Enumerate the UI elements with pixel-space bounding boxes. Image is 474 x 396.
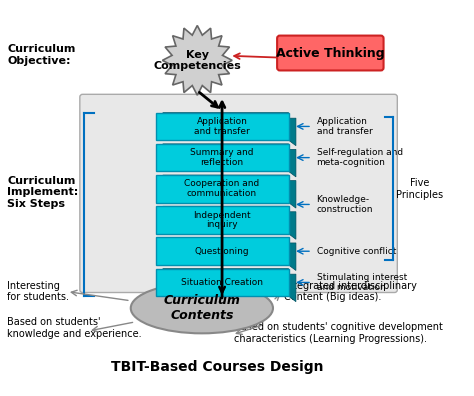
Polygon shape <box>155 144 289 171</box>
Text: Interesting
for students.: Interesting for students. <box>7 281 69 303</box>
Text: Summary and
reflection: Summary and reflection <box>190 148 254 167</box>
Text: Based on students'
knowledge and experience.: Based on students' knowledge and experie… <box>7 318 142 339</box>
Text: TBIT-Based Courses Design: TBIT-Based Courses Design <box>111 360 324 374</box>
Text: Self-regulation and
meta-cognition: Self-regulation and meta-cognition <box>317 148 403 168</box>
Polygon shape <box>155 113 289 140</box>
Text: Questioning: Questioning <box>195 247 249 256</box>
Text: Application
and transfer: Application and transfer <box>194 117 250 136</box>
Text: Independent
inquiry: Independent inquiry <box>193 211 251 229</box>
Text: Knowledge-
construction: Knowledge- construction <box>317 195 373 214</box>
Polygon shape <box>163 113 296 146</box>
Polygon shape <box>163 25 232 95</box>
Text: Five
Principles: Five Principles <box>396 178 444 200</box>
Text: Key
Competencies: Key Competencies <box>154 50 241 71</box>
Text: Curriculum
Contents: Curriculum Contents <box>164 294 240 322</box>
FancyBboxPatch shape <box>80 94 397 293</box>
Text: Cognitive conflict: Cognitive conflict <box>317 247 396 256</box>
Ellipse shape <box>131 283 273 333</box>
Polygon shape <box>163 175 296 208</box>
Text: Curriculum
Implement:
Six Steps: Curriculum Implement: Six Steps <box>7 176 79 209</box>
Polygon shape <box>155 268 289 296</box>
Polygon shape <box>163 144 296 177</box>
Text: Based on students' cognitive development
characteristics (Learning Progressions): Based on students' cognitive development… <box>234 322 443 344</box>
Text: Stimulating interest
and motivation: Stimulating interest and motivation <box>317 273 407 292</box>
Text: Active Thinking: Active Thinking <box>276 46 384 59</box>
Text: Cooperation and
communication: Cooperation and communication <box>184 179 260 198</box>
FancyBboxPatch shape <box>277 36 383 70</box>
Polygon shape <box>155 206 289 234</box>
Text: Application
and transfer: Application and transfer <box>317 117 372 136</box>
Text: Integrated interdisciplinary
Content (Big ideas).: Integrated interdisciplinary Content (Bi… <box>284 281 417 303</box>
Text: Curriculum
Objective:: Curriculum Objective: <box>7 44 76 66</box>
Polygon shape <box>155 238 289 265</box>
Text: Situation Creation: Situation Creation <box>181 278 263 287</box>
Polygon shape <box>163 206 296 239</box>
Polygon shape <box>163 238 296 270</box>
Polygon shape <box>155 175 289 203</box>
Polygon shape <box>163 268 296 302</box>
